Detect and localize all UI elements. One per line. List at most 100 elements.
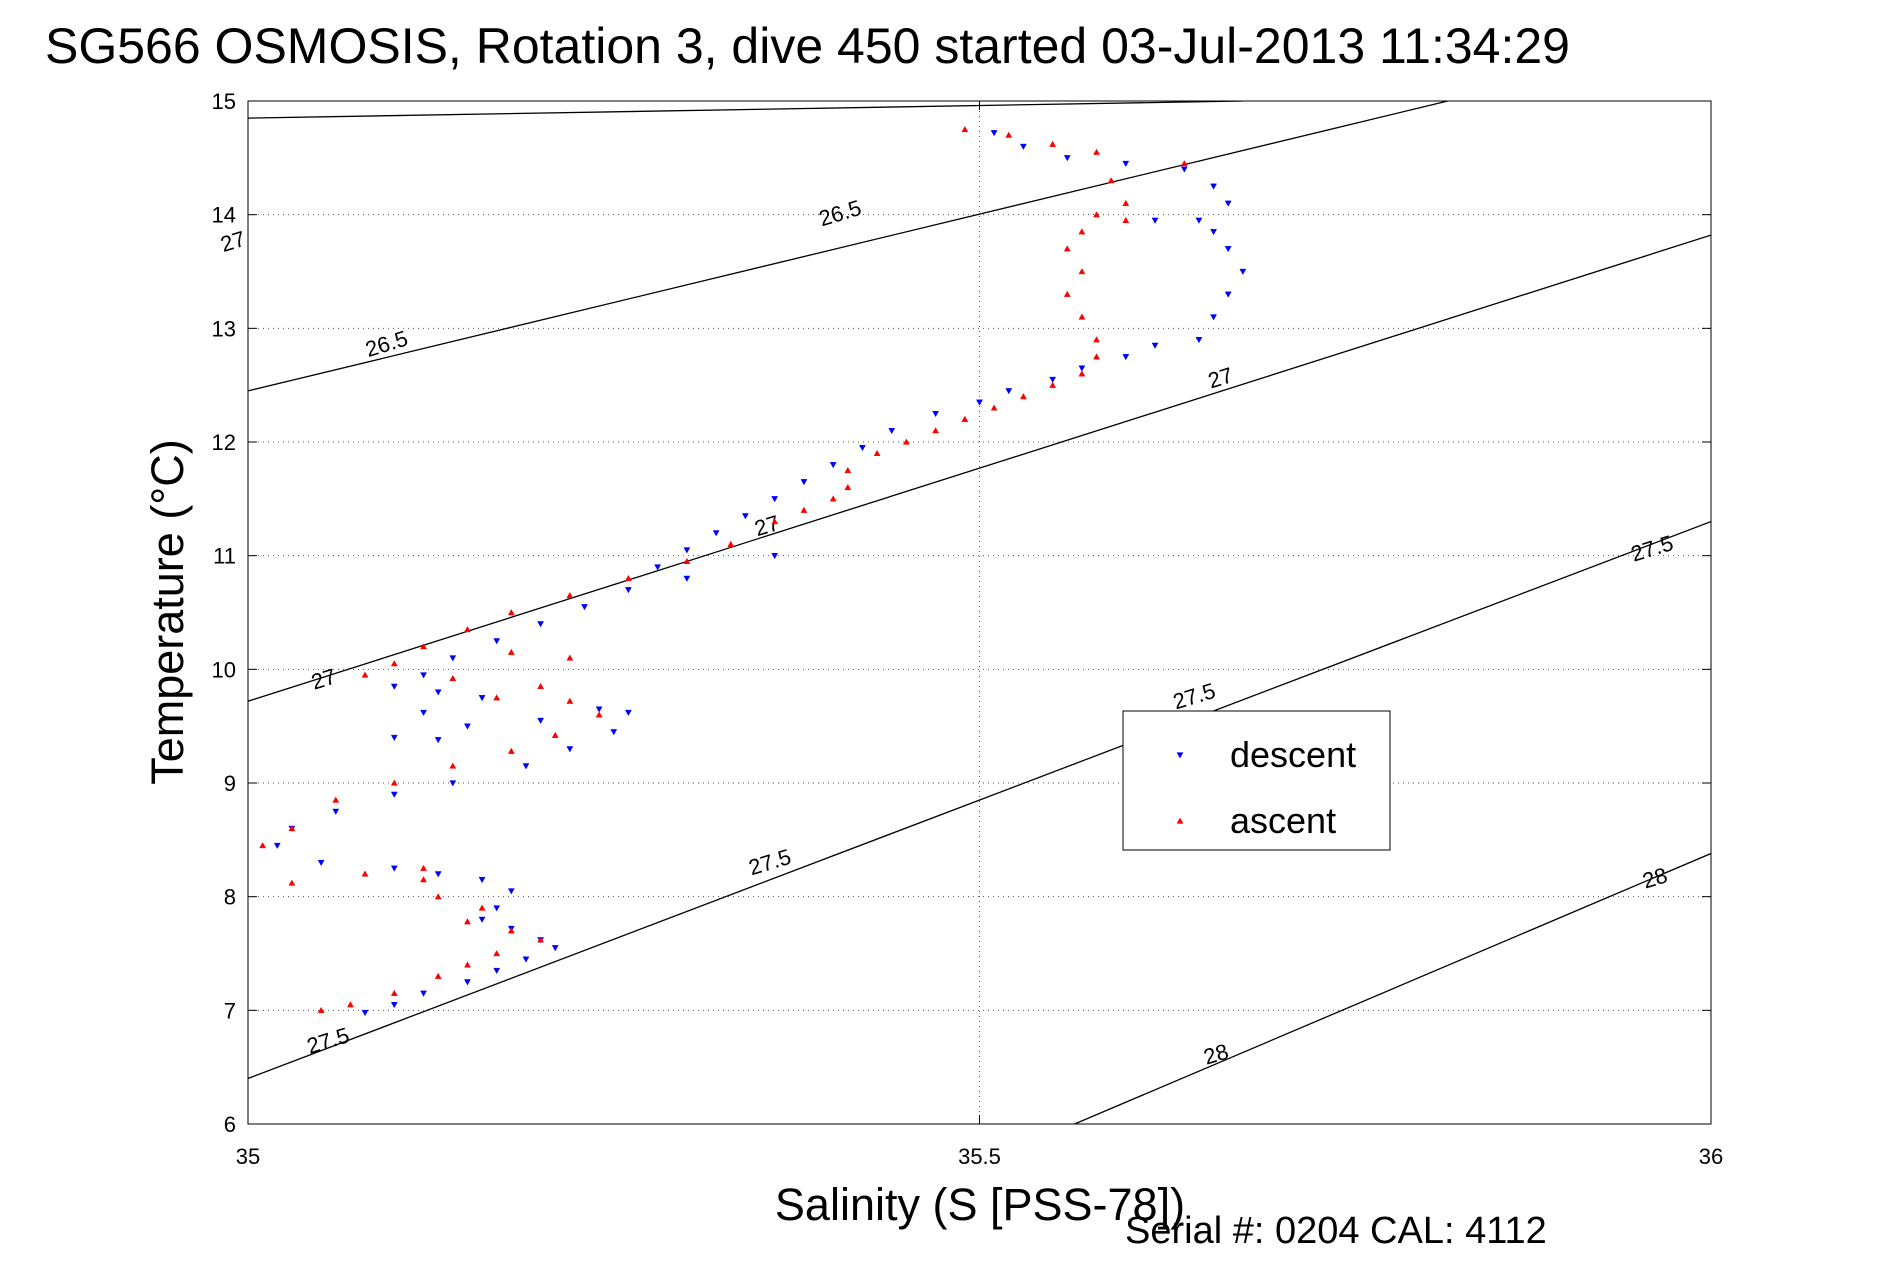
legend-label-descent: descent (1230, 734, 1356, 775)
ascent-point (434, 893, 442, 900)
descent-point (741, 513, 749, 520)
y-tick-label: 10 (212, 657, 236, 682)
descent-point (507, 888, 515, 895)
x-tick-label: 35.5 (958, 1144, 1001, 1169)
descent-point (493, 638, 501, 645)
descent-point (449, 780, 457, 787)
descent-point (654, 564, 662, 571)
data-points (216, 125, 1247, 1017)
ascent-point (478, 904, 486, 911)
ascent-point (829, 495, 837, 502)
descent-point (273, 842, 281, 850)
ascent-point (1093, 211, 1100, 218)
axis-ticks: 6 7 8 9 10 11 12 13 14 15 35 35.5 36 (212, 89, 1724, 1169)
descent-point (420, 672, 427, 679)
descent-point (449, 655, 457, 662)
y-axis-label: Temperature (°C) (142, 439, 193, 785)
ascent-point (902, 438, 910, 445)
descent-point (1019, 143, 1027, 150)
ascent-point (1107, 177, 1115, 184)
ascent-point (230, 865, 236, 870)
ascent-point (1078, 370, 1086, 377)
ascent-point (449, 674, 457, 682)
ascent-point (332, 796, 340, 803)
y-tick-label: 9 (224, 771, 236, 796)
ascent-point (1078, 267, 1086, 275)
descent-point (434, 737, 442, 744)
descent-point (434, 871, 442, 878)
ascent-point (420, 643, 427, 650)
descent-point (1005, 388, 1013, 395)
descent-point (888, 427, 896, 435)
x-tick-label: 35 (236, 1144, 260, 1169)
y-tick-label: 6 (224, 1112, 236, 1137)
ascent-point (683, 557, 691, 564)
descent-point (537, 621, 545, 628)
descent-point (1122, 354, 1130, 361)
ascent-point (288, 879, 296, 886)
ascent-point (507, 648, 515, 655)
ascent-point (1063, 290, 1071, 297)
descent-point (1210, 183, 1218, 190)
ascent-point (1078, 313, 1086, 320)
descent-point (581, 604, 588, 611)
y-tick-label: 12 (212, 430, 236, 455)
descent-point (771, 553, 779, 560)
ascent-point (464, 961, 471, 968)
y-tick-label: 14 (212, 203, 236, 228)
descent-point (478, 876, 486, 884)
ascent-point (551, 731, 559, 738)
ascent-point (1093, 353, 1100, 360)
descent-point (1195, 337, 1203, 344)
ascent-point (317, 1006, 325, 1013)
serial-cal-footer: Serial #: 0204 CAL: 4112 (1125, 1210, 1547, 1252)
y-tick-label: 11 (213, 544, 236, 569)
ascent-point (932, 427, 940, 434)
y-tick-label: 7 (224, 998, 236, 1023)
descent-point (771, 496, 779, 503)
ascent-point (390, 989, 398, 996)
ascent-point (961, 125, 969, 133)
descent-point (390, 734, 398, 742)
ascent-point (566, 697, 574, 704)
contour-label: 27 (218, 226, 249, 257)
descent-point (478, 695, 486, 702)
ascent-point (507, 608, 515, 616)
ascent-point (1180, 160, 1188, 167)
ascent-point (1122, 216, 1130, 223)
descent-point (390, 1002, 398, 1009)
ascent-point (361, 671, 369, 678)
descent-point (464, 723, 471, 730)
descent-point (624, 709, 632, 717)
descent-point (976, 399, 983, 406)
descent-point (683, 575, 691, 582)
ascent-point (434, 972, 442, 979)
descent-point (800, 479, 808, 486)
descent-point (1224, 291, 1232, 298)
ascent-point (800, 506, 808, 513)
descent-point (537, 717, 545, 724)
x-tick-label: 36 (1699, 1144, 1723, 1169)
descent-point (493, 905, 501, 912)
descent-point (712, 530, 720, 537)
ascent-point (595, 711, 603, 718)
descent-point (1180, 166, 1188, 173)
legend-marker-descent (1176, 752, 1184, 759)
ascent-point (1063, 245, 1071, 252)
descent-point (990, 130, 998, 137)
grid-lines (248, 101, 1711, 1124)
ascent-point (216, 880, 222, 885)
ascent-point (449, 762, 457, 769)
ascent-point (566, 591, 574, 599)
descent-point (1151, 342, 1159, 349)
descent-point (332, 808, 340, 815)
y-tick-label: 15 (212, 89, 236, 114)
density-contour-line (248, 101, 1243, 119)
descent-point (464, 979, 471, 986)
ascent-point (390, 660, 398, 667)
ascent-point (1049, 140, 1057, 147)
descent-point (1224, 200, 1232, 207)
descent-point (1063, 155, 1071, 162)
descent-point (1078, 365, 1086, 372)
